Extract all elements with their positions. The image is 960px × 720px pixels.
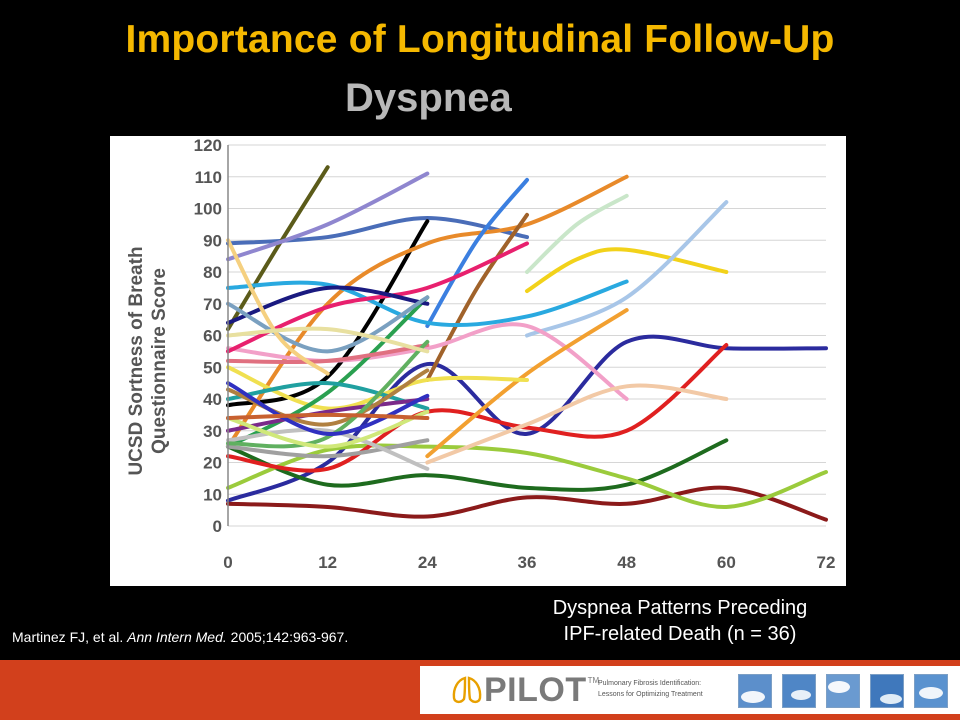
sky-photo-5 xyxy=(914,674,948,708)
y-tick-label: 30 xyxy=(203,422,222,441)
citation-journal: Ann Intern Med. xyxy=(127,629,227,645)
line-chart: 0 10 20 30 40 50 60 70 80 90 100 110 120 0 12 24 36 48 60 7… xyxy=(110,136,846,586)
series-line-30 xyxy=(226,368,430,427)
y-axis-label-line2: Questionnaire Score xyxy=(149,268,170,454)
y-tick-label: 60 xyxy=(203,327,222,346)
series-line-25 xyxy=(226,438,430,459)
y-axis-label-line1: UCSD Sortness of Breath xyxy=(126,246,147,475)
pilot-logo: PILOT TM xyxy=(450,671,599,709)
x-tick-label: 60 xyxy=(717,553,736,572)
series-line-35 xyxy=(226,412,430,421)
y-tick-label: 70 xyxy=(203,295,222,314)
lungs-icon xyxy=(452,676,482,704)
sky-photo-3 xyxy=(826,674,860,708)
y-tick-label: 90 xyxy=(203,231,222,250)
y-tick-label: 110 xyxy=(195,168,222,187)
x-tick-label: 24 xyxy=(418,553,437,572)
series-line-20 xyxy=(425,308,629,459)
series-line-15 xyxy=(525,200,729,338)
citation-authors: Martinez FJ, et al. xyxy=(12,629,124,645)
sky-photo-4 xyxy=(870,674,904,708)
series-line-19 xyxy=(425,383,729,465)
y-tick-label: 0 xyxy=(213,517,222,536)
series-line-33 xyxy=(226,409,430,449)
footer-bar: PILOT TM Pulmonary Fibrosis Identificati… xyxy=(0,660,960,720)
axis-layer: 0 10 20 30 40 50 60 70 80 90 100 110 120 0 12 24 36 48 60 7… xyxy=(194,136,836,572)
series-line-13 xyxy=(525,193,629,274)
series-line-26 xyxy=(226,427,430,471)
x-tick-label: 36 xyxy=(518,553,537,572)
caption-line2: IPF-related Death (n = 36) xyxy=(563,623,797,645)
y-tick-label: 80 xyxy=(203,263,222,282)
series-line-32 xyxy=(226,238,330,376)
footer-logo-panel: PILOT TM Pulmonary Fibrosis Identificati… xyxy=(420,666,960,714)
citation: Martinez FJ, et al. Ann Intern Med. 2005… xyxy=(12,629,348,645)
series-layer xyxy=(226,165,828,522)
y-tick-label: 10 xyxy=(203,485,222,504)
slide-title: Importance of Longitudinal Follow-Up xyxy=(125,18,835,61)
series-line-7 xyxy=(226,165,330,332)
x-tick-label: 72 xyxy=(817,553,836,572)
series-line-11 xyxy=(425,177,529,328)
sky-photo-2 xyxy=(782,674,816,708)
y-tick-label: 120 xyxy=(194,136,222,155)
series-line-27 xyxy=(226,285,430,325)
series-line-16 xyxy=(226,279,629,328)
sky-photo-1 xyxy=(738,674,772,708)
citation-reference: 2005;142:963-967. xyxy=(230,629,349,645)
y-tick-label: 40 xyxy=(203,390,222,409)
series-line-28 xyxy=(226,295,430,354)
series-line-2 xyxy=(226,485,828,522)
series-line-36 xyxy=(226,326,430,354)
pilot-logo-text: PILOT xyxy=(484,670,587,709)
series-line-1 xyxy=(226,334,828,503)
series-line-14 xyxy=(525,247,729,294)
x-tick-label: 12 xyxy=(318,553,337,572)
chart-caption: Dyspnea Patterns Preceding IPF-related D… xyxy=(490,595,870,647)
slide-subtitle: Dyspnea xyxy=(345,76,512,120)
y-tick-label: 100 xyxy=(194,200,222,219)
caption-line1: Dyspnea Patterns Preceding xyxy=(552,597,808,619)
x-tick-label: 48 xyxy=(617,553,636,572)
pilot-tagline: Pulmonary Fibrosis Identification: Lesso… xyxy=(598,678,703,700)
series-line-8 xyxy=(226,171,430,262)
pilot-logo-tm: TM xyxy=(587,675,600,685)
series-line-4 xyxy=(226,443,828,509)
y-tick-label: 20 xyxy=(203,454,222,473)
series-line-29 xyxy=(226,343,430,365)
chart-svg: 0 10 20 30 40 50 60 70 80 90 100 110 120 0 12 24 36 48 60 7… xyxy=(126,136,836,572)
tagline-line1: Pulmonary Fibrosis Identification: xyxy=(598,680,702,687)
y-tick-label: 50 xyxy=(203,358,222,377)
tagline-line2: Lessons for Optimizing Treatment xyxy=(598,691,703,698)
x-tick-label: 0 xyxy=(223,553,232,572)
series-line-31 xyxy=(226,339,430,449)
series-line-10 xyxy=(226,174,629,449)
series-line-12 xyxy=(425,212,529,382)
series-line-34 xyxy=(226,381,430,436)
